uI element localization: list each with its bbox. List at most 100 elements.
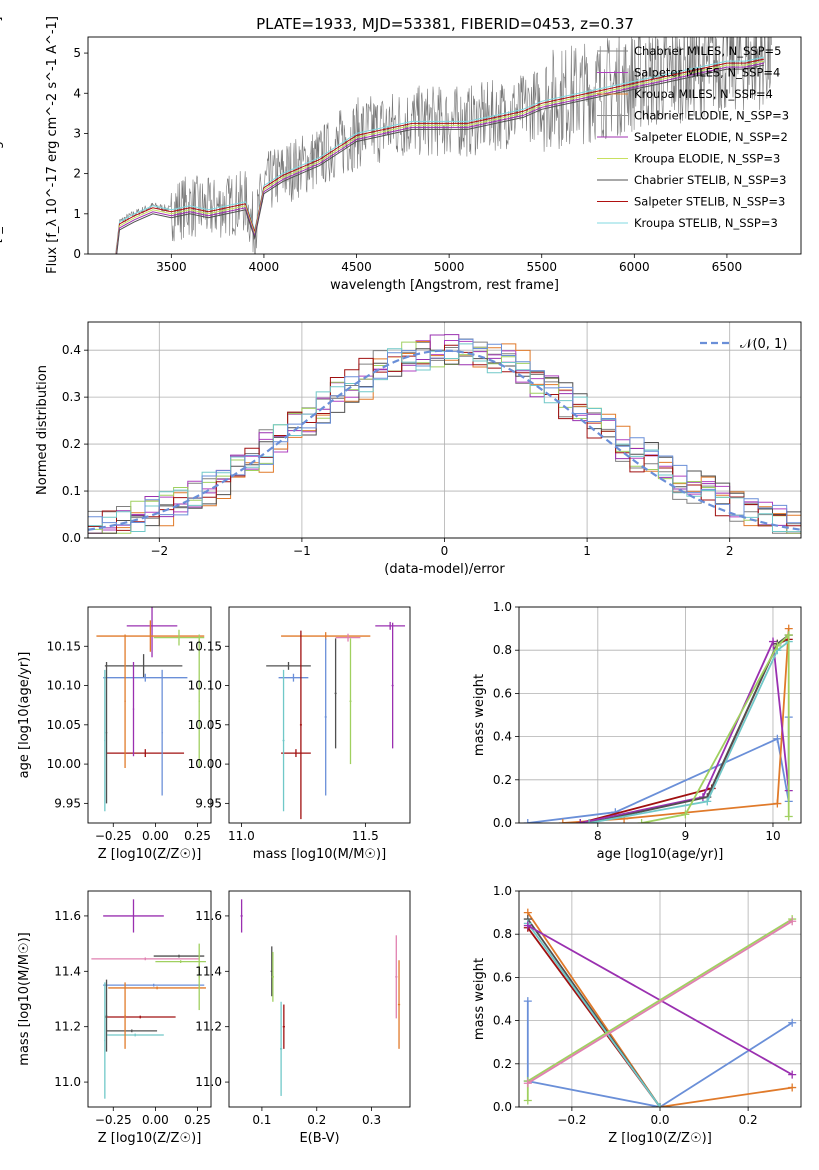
axes-frame	[87, 36, 802, 255]
legend-entry: Chabrier STELIB, N_SSP=3	[634, 173, 786, 187]
x-tick-label: 9	[682, 829, 690, 843]
y-tick-label: 11.6	[195, 909, 222, 923]
x-axis-label: wavelength [Angstrom, rest frame]	[330, 278, 559, 293]
chart-spectrum: 3500 4000 4500 5000 5500 6000 6500 0 1 2 3 4 5 Chabri…	[0, 16, 802, 293]
weight-marker	[703, 797, 712, 806]
weight-marker	[523, 819, 532, 823]
weight-marker	[558, 819, 567, 823]
plot-area	[88, 334, 801, 534]
y-axis-label: mass [log10(M/M☉)]	[17, 932, 32, 1065]
x-tick-label: 4500	[341, 260, 372, 274]
x-tick-label: 0.00	[142, 1113, 169, 1127]
chart-weight_vs_Z: −0.2 0.0 0.2 0.0 0.2 0.4 0.6 0.8 1.0 Z [log10(Z/Z…	[472, 884, 802, 1146]
x-tick-label: 6000	[619, 260, 650, 274]
weight-marker	[523, 997, 532, 1006]
chart-mass_vs_EBV: 0.1 0.2 0.3 11.0 11.2 11.4 11.6 E(B-V)	[195, 890, 411, 1146]
y-tick-label: 0.4	[62, 343, 81, 357]
y-axis-label: mass weight	[472, 674, 487, 756]
model-spectrum	[115, 60, 765, 254]
x-tick-label: 10	[765, 829, 780, 843]
y-tick-label: 0.0	[493, 1100, 512, 1114]
x-tick-label: 0.1	[252, 1113, 271, 1127]
x-tick-label: 0.2	[739, 1113, 758, 1127]
y-tick-label: 11.4	[54, 964, 81, 978]
chart-weight_vs_age: 8 9 10 0.0 0.2 0.4 0.6 0.8 1.0 age [log10(age/yr)…	[472, 600, 802, 862]
x-tick-label: 2	[726, 544, 734, 558]
weight-marker	[576, 819, 585, 823]
y-tick-label: 0	[73, 247, 81, 261]
chart-residuals: −2 −1 0 1 2 0.0 0.1 0.2 0.3 0.4 𝒩(0, 1) (data-model…	[0, 321, 802, 577]
figure-title: PLATE=1933, MJD=53381, FIBERID=0453, z=0…	[256, 15, 634, 33]
x-tick-label: 6500	[712, 260, 743, 274]
axes-frame	[518, 606, 802, 824]
y-tick-label: 0.4	[493, 1014, 512, 1028]
weight-marker	[788, 1083, 797, 1092]
plot-area	[266, 621, 406, 820]
y-tick-label: 1	[73, 207, 81, 221]
weight-marker	[523, 1079, 532, 1088]
y-tick-label: 0.0	[62, 531, 81, 545]
y-tick-label: 0.2	[493, 1057, 512, 1071]
weight-marker	[788, 1070, 797, 1079]
x-tick-label: 0.00	[142, 829, 169, 843]
x-axis-label: mass [log10(M/M☉)]	[253, 847, 386, 862]
weight-series	[580, 638, 790, 823]
legend-entry: Kroupa MILES, N_SSP=4	[634, 87, 773, 101]
y-tick-label: 0.6	[493, 686, 512, 700]
histogram-series	[88, 338, 801, 534]
legend-entry: Salpeter MILES, N_SSP=4	[634, 66, 780, 80]
weight-marker	[523, 1096, 532, 1105]
chart-mass_vs_Z: −0.25 0.00 0.25 11.0 11.2 11.4 11.6 Z [log10(Z/…	[17, 890, 212, 1146]
x-tick-label: 5000	[434, 260, 465, 274]
x-tick-label: 3500	[156, 260, 187, 274]
plot-area	[96, 607, 205, 812]
x-tick-label: 0.0	[650, 1113, 669, 1127]
weight-marker	[773, 734, 782, 743]
chart-age_vs_mass: 11.0 11.5 9.95 10.00 10.05 10.10 10.15 mass [lo…	[188, 606, 411, 862]
plot-area	[523, 624, 793, 823]
y-tick-label: 0.8	[493, 643, 512, 657]
x-tick-label: −0.2	[557, 1113, 586, 1127]
x-tick-label: 11.0	[228, 829, 255, 843]
x-axis-label: Z [log10(Z/Z☉)]	[608, 1131, 712, 1146]
legend-entry: Chabrier ELODIE, N_SSP=3	[634, 109, 789, 123]
model-spectrum	[116, 64, 765, 254]
y-tick-label: 0.1	[62, 484, 81, 498]
y-tick-label: 0.2	[62, 437, 81, 451]
weight-series	[527, 920, 793, 1084]
x-tick-label: −1	[293, 544, 311, 558]
y-tick-label: 9.95	[54, 796, 81, 810]
y-axis-label: Flux [f_λ 10^-17 erg cm^-2 s^-1 A^-1]	[0, 17, 4, 275]
axes-frame	[228, 606, 411, 824]
x-axis-label: Z [log10(Z/Z☉)]	[98, 847, 202, 862]
y-tick-label: 2	[73, 167, 81, 181]
y-tick-label: 10.05	[47, 718, 81, 732]
axes-frame	[87, 606, 212, 824]
weight-series	[527, 922, 661, 1107]
y-tick-label: 0.8	[493, 927, 512, 941]
y-tick-label: 10.10	[47, 679, 81, 693]
x-tick-label: −2	[150, 544, 168, 558]
weight-series	[527, 912, 793, 1107]
x-axis-label: E(B-V)	[299, 1131, 339, 1146]
y-tick-label: 0.0	[493, 816, 512, 830]
y-tick-label: 4	[73, 86, 81, 100]
x-axis-label: age [log10(age/yr)]	[597, 847, 724, 862]
weight-marker	[788, 917, 797, 926]
y-tick-label: 0.2	[493, 773, 512, 787]
weight-marker	[773, 641, 782, 650]
weight-series	[562, 628, 790, 823]
x-tick-label: 0.3	[362, 1113, 381, 1127]
legend-entry: Salpeter STELIB, N_SSP=3	[634, 195, 785, 209]
x-tick-label: 0.25	[184, 1113, 211, 1127]
x-tick-label: 0.2	[307, 1113, 326, 1127]
plot-area	[523, 908, 797, 1107]
x-tick-label: −0.25	[95, 829, 132, 843]
axes-frame	[87, 890, 212, 1108]
weight-marker	[656, 1103, 664, 1107]
weight-marker	[768, 637, 777, 646]
weight-series	[526, 1001, 793, 1107]
y-tick-label: 0.4	[493, 730, 512, 744]
model-spectrum	[115, 58, 765, 254]
